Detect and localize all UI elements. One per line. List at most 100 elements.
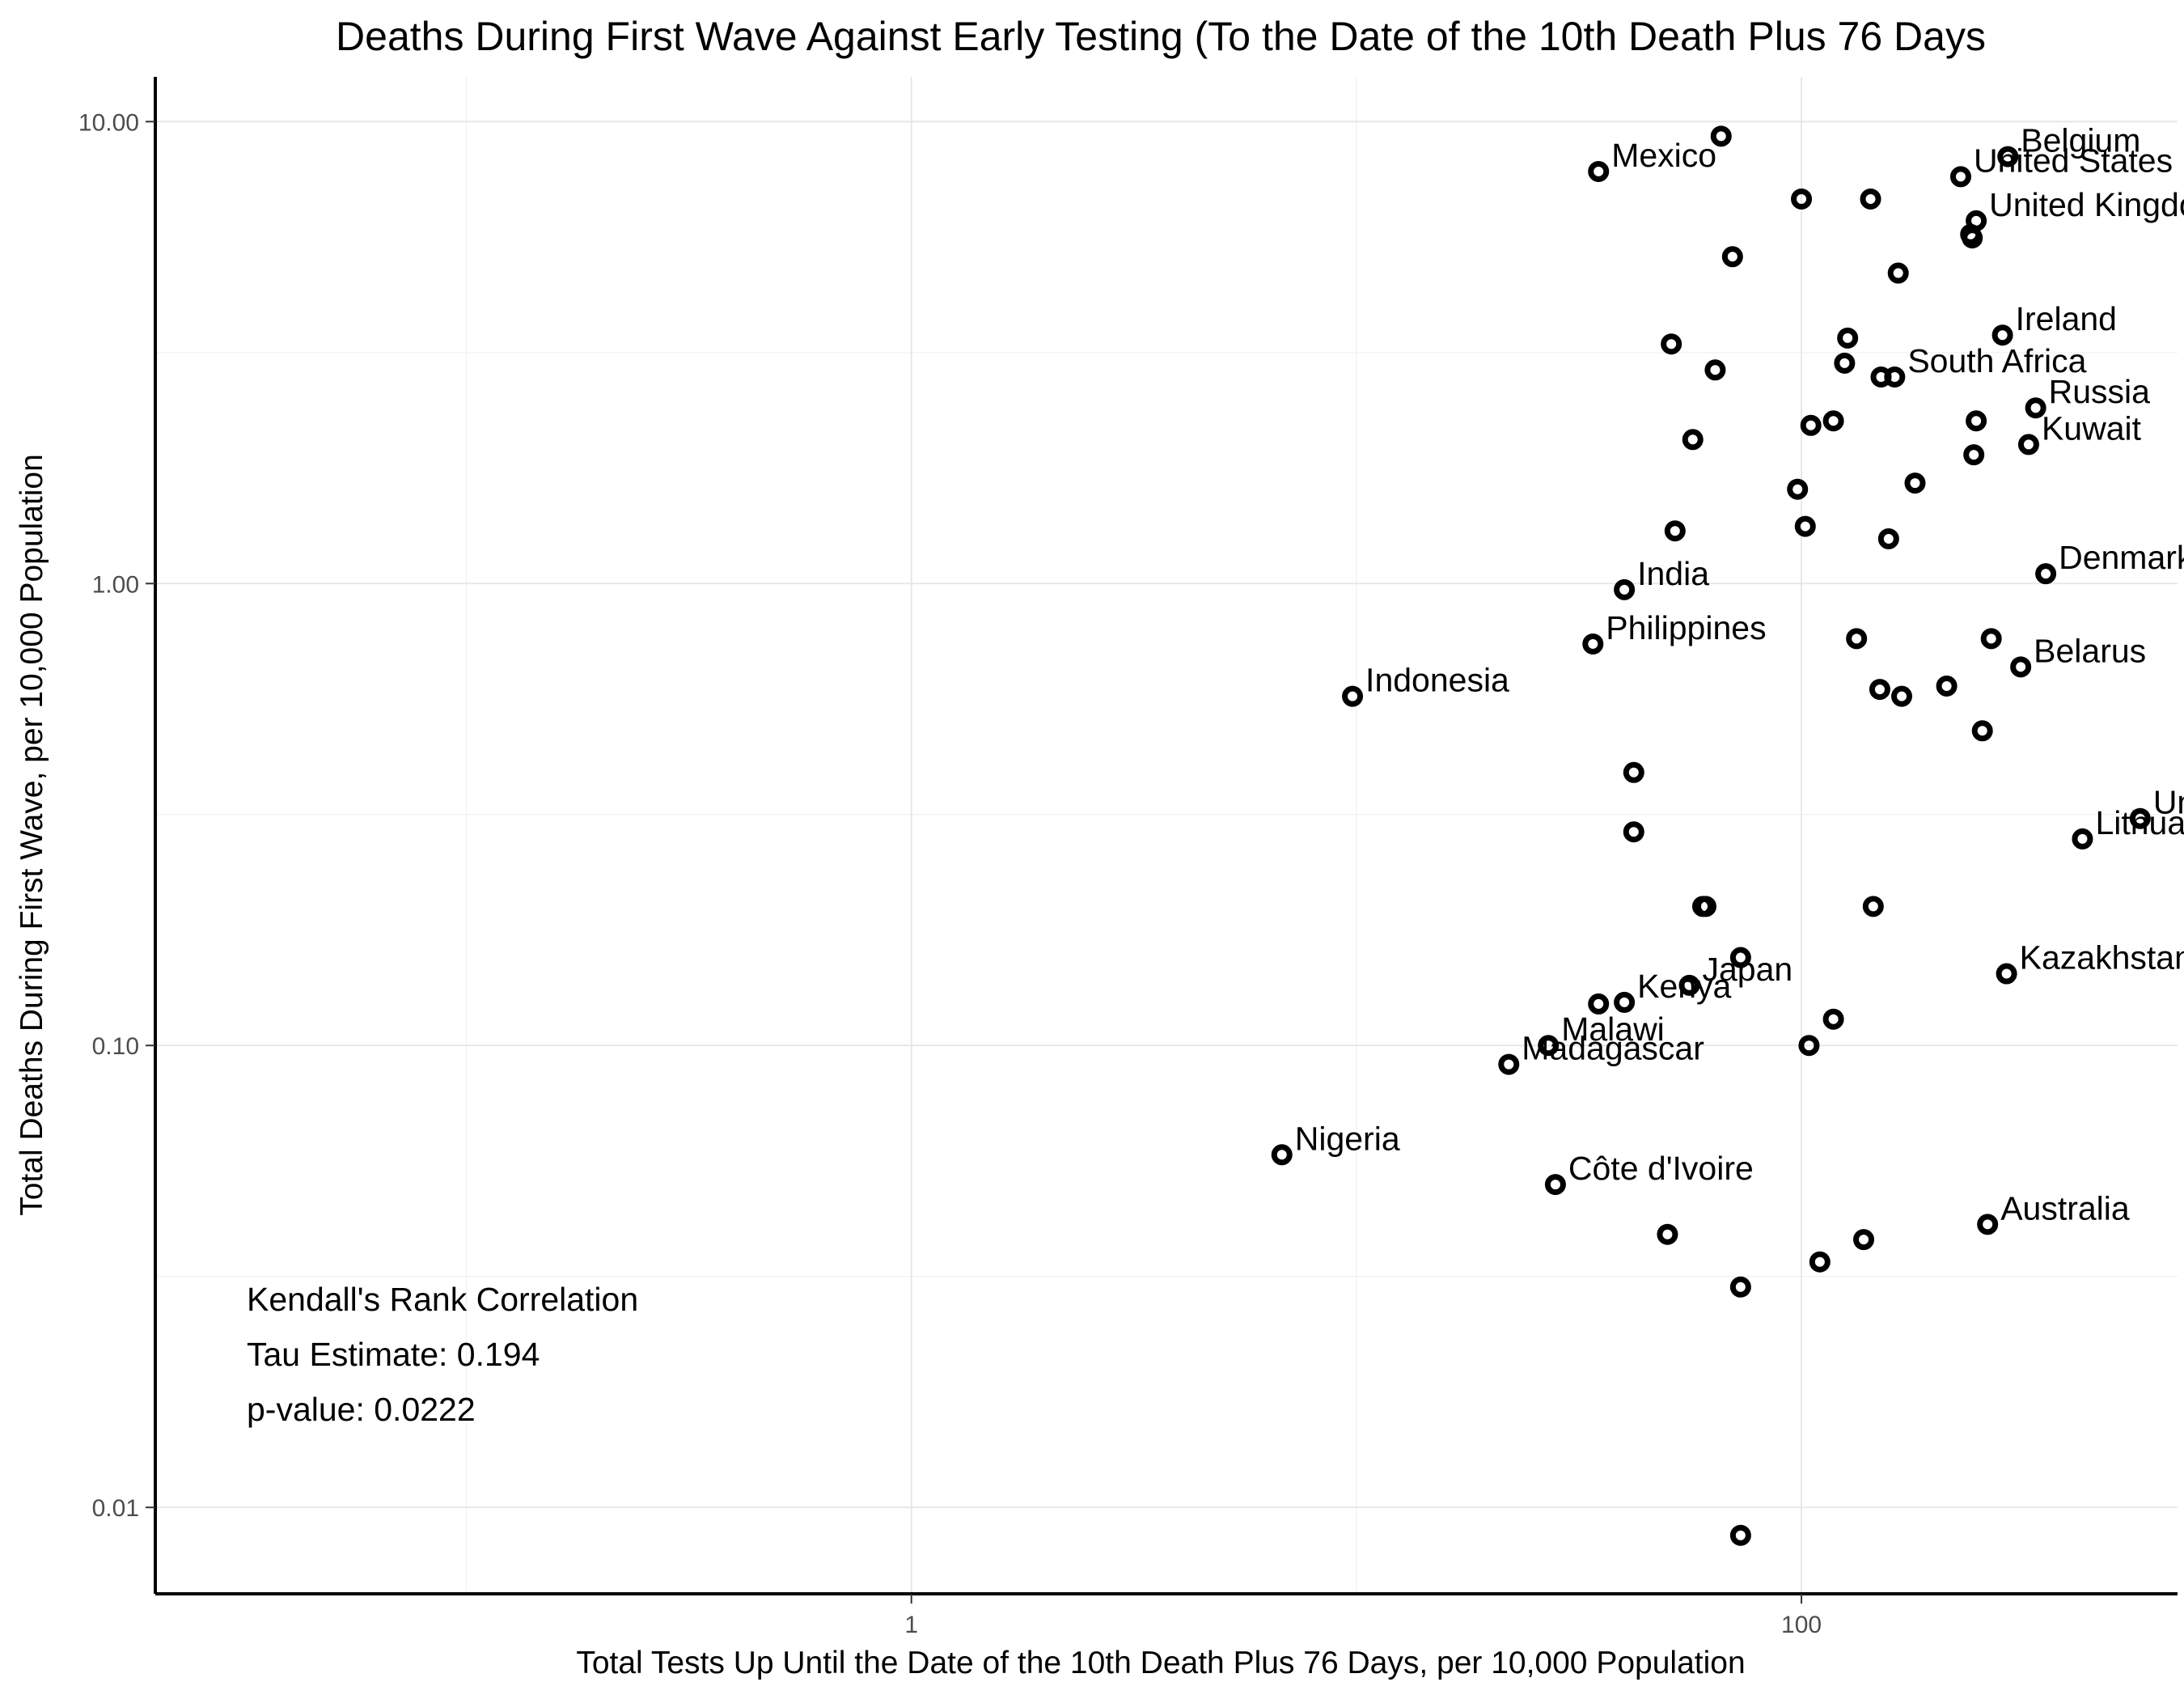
data-point bbox=[1846, 628, 1868, 650]
data-point bbox=[1887, 262, 1909, 284]
data-point bbox=[1971, 720, 1993, 742]
point-label: Belarus bbox=[2034, 632, 2146, 669]
data-point bbox=[1822, 410, 1844, 432]
data-point bbox=[1980, 628, 2002, 650]
point-label: Malawi bbox=[1561, 1011, 1665, 1048]
data-point bbox=[1787, 478, 1809, 500]
data-point bbox=[1800, 414, 1822, 436]
data-point bbox=[1695, 896, 1716, 917]
data-point bbox=[2010, 656, 2032, 678]
data-point bbox=[1991, 324, 2013, 346]
data-point bbox=[1729, 1276, 1751, 1298]
data-point bbox=[1837, 327, 1859, 349]
point-label: Kuwait bbox=[2042, 409, 2142, 447]
point-label: Kazakhstan bbox=[2020, 939, 2184, 977]
point-label: Russia bbox=[2049, 373, 2151, 410]
point-label: United States bbox=[1974, 142, 2173, 179]
y-tick-label: 0.10 bbox=[92, 1033, 139, 1060]
correlation-annotation: Kendall's Rank Correlation Tau Estimate:… bbox=[247, 1281, 638, 1428]
data-point bbox=[1623, 761, 1644, 783]
data-point bbox=[1798, 1035, 1820, 1057]
point-label: Madagascar bbox=[1522, 1030, 1704, 1067]
data-point bbox=[1822, 1008, 1844, 1030]
x-tick-label: 100 bbox=[1781, 1612, 1822, 1638]
data-point bbox=[1582, 633, 1604, 655]
chart-title: Deaths During First Wave Against Early T… bbox=[336, 14, 1986, 59]
point-label: Australia bbox=[2000, 1189, 2130, 1227]
data-point bbox=[1966, 410, 1987, 432]
data-point bbox=[1682, 429, 1704, 451]
data-point bbox=[1869, 679, 1890, 701]
data-point bbox=[1904, 472, 1926, 494]
point-label: Côte d'Ivoire bbox=[1568, 1150, 1754, 1187]
data-point bbox=[1657, 1223, 1678, 1245]
point-label: Japan bbox=[1703, 951, 1793, 988]
x-tick-label: 1 bbox=[904, 1612, 918, 1638]
data-point bbox=[1623, 821, 1644, 843]
data-point bbox=[1834, 352, 1856, 374]
data-point bbox=[1721, 246, 1743, 268]
data-point bbox=[1936, 675, 1958, 697]
data-point bbox=[1877, 527, 1899, 549]
data-point bbox=[1678, 974, 1700, 996]
x-axis-title: Total Tests Up Until the Date of the 10t… bbox=[576, 1646, 1745, 1680]
data-point bbox=[2025, 397, 2046, 419]
data-point bbox=[1962, 227, 1983, 249]
data-point bbox=[1853, 1229, 1875, 1251]
point-label: India bbox=[1637, 555, 1709, 592]
data-point bbox=[1614, 991, 1636, 1013]
data-point bbox=[1588, 993, 1610, 1015]
gridlines bbox=[155, 77, 2178, 1594]
point-label: South Africa bbox=[1907, 342, 2086, 379]
data-point bbox=[1538, 1035, 1560, 1057]
data-point bbox=[1809, 1251, 1831, 1273]
data-point bbox=[1996, 963, 2017, 985]
data-point bbox=[1704, 359, 1726, 381]
data-point bbox=[1498, 1053, 1520, 1075]
data-point bbox=[1729, 1524, 1751, 1546]
data-point bbox=[1977, 1214, 1999, 1235]
data-point bbox=[2072, 828, 2093, 850]
data-point bbox=[1661, 333, 1682, 355]
data-point bbox=[1729, 947, 1751, 968]
data-point bbox=[1949, 166, 1971, 188]
annotation-line-1: Kendall's Rank Correlation bbox=[247, 1281, 638, 1318]
data-point bbox=[1710, 125, 1732, 147]
tick-labels: 1 100 0.01 0.10 1.00 10.00 bbox=[78, 109, 1822, 1638]
annotation-line-3: p-value: 0.0222 bbox=[247, 1391, 476, 1428]
point-label: Lithuania bbox=[2095, 804, 2184, 841]
data-point bbox=[1544, 1174, 1566, 1196]
point-label: United Kingdom bbox=[1989, 186, 2184, 223]
points-layer bbox=[1271, 125, 2151, 1546]
data-point bbox=[1963, 444, 1985, 466]
data-point bbox=[2017, 434, 2039, 455]
data-point bbox=[1588, 160, 1610, 182]
point-label: Philippines bbox=[1606, 609, 1766, 646]
point-label: Mexico bbox=[1611, 137, 1716, 174]
point-label: Belgium bbox=[2021, 122, 2140, 159]
point-label: Nigeria bbox=[1295, 1120, 1400, 1157]
data-point bbox=[1884, 366, 1906, 388]
data-point bbox=[2035, 563, 2057, 585]
data-point bbox=[1997, 146, 2019, 167]
data-point bbox=[1862, 896, 1884, 917]
data-point bbox=[1664, 520, 1686, 542]
data-point bbox=[1614, 578, 1636, 600]
y-axis-title: Total Deaths During First Wave, per 10,0… bbox=[15, 454, 49, 1216]
y-tick-label: 10.00 bbox=[78, 109, 139, 136]
data-point bbox=[1794, 515, 1816, 537]
data-point bbox=[1891, 685, 1913, 707]
point-label: Uni bbox=[2153, 784, 2184, 821]
point-label: Denmark bbox=[2059, 539, 2184, 576]
data-point bbox=[1342, 685, 1364, 707]
point-label: Kenya bbox=[1637, 968, 1731, 1005]
y-tick-label: 0.01 bbox=[92, 1495, 139, 1522]
data-point bbox=[1271, 1144, 1293, 1166]
y-tick-label: 1.00 bbox=[92, 571, 139, 598]
axes bbox=[146, 77, 2178, 1604]
data-point bbox=[1791, 188, 1813, 210]
point-label: Ireland bbox=[2016, 300, 2117, 337]
point-label: Indonesia bbox=[1365, 662, 1509, 699]
